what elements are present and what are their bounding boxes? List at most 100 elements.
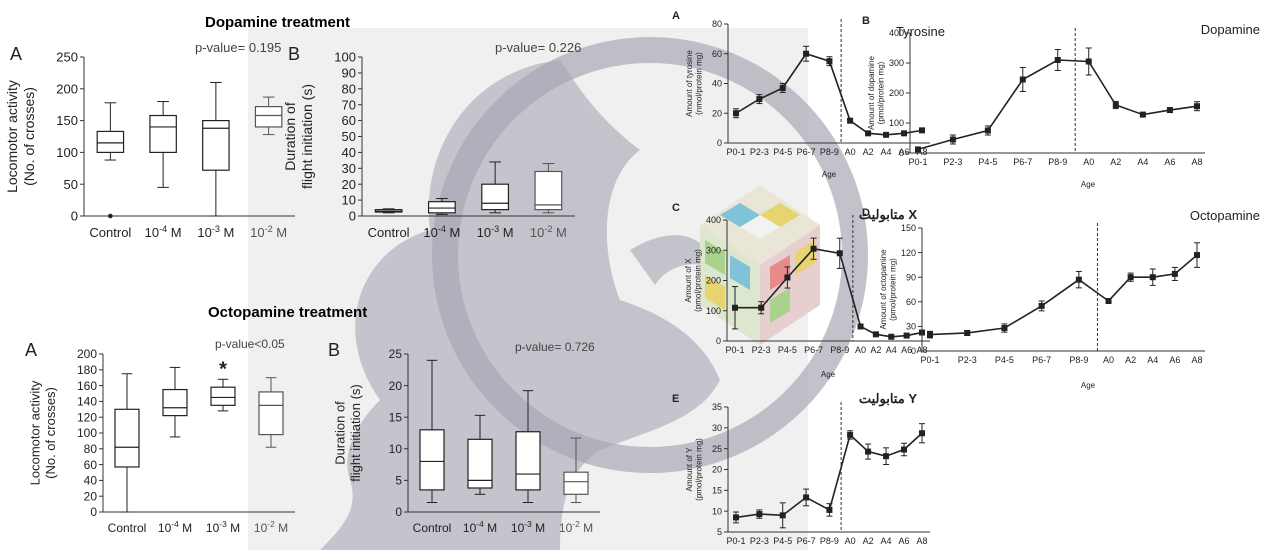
- y-tick-label: 50: [342, 129, 356, 144]
- box-body: [419, 429, 445, 491]
- category-label: 10-3 M: [206, 519, 240, 535]
- panel-letter: B: [862, 15, 870, 27]
- x-tick-label: A6: [1164, 157, 1175, 167]
- x-tick-label: A2: [1110, 157, 1121, 167]
- data-point: [1149, 274, 1156, 281]
- y-tick-label: 40: [712, 79, 722, 89]
- box-body: [114, 408, 140, 468]
- x-tick-label: A2: [1125, 355, 1136, 365]
- category-unit: M: [179, 521, 192, 535]
- y-tick-label: 0: [349, 209, 356, 224]
- y-tick-label: 100: [77, 426, 97, 440]
- y-axis-title-line: (No. of crosses): [21, 87, 37, 186]
- y-tick-label: 60: [712, 49, 722, 59]
- y-tick-label: 100: [706, 306, 721, 316]
- data-point: [1194, 252, 1200, 259]
- data-point: [865, 448, 872, 455]
- x-tick-label: P8-9: [830, 345, 849, 355]
- y-tick-label: 200: [56, 81, 78, 96]
- x-tick-label: P6-7: [797, 147, 816, 157]
- category-unit: M: [552, 225, 566, 240]
- category-base: Control: [108, 521, 147, 535]
- category-exponent: -4: [438, 224, 446, 234]
- data-point: [847, 117, 854, 124]
- y-tick-label: 0: [716, 336, 721, 346]
- x-tick-label: A6: [899, 536, 910, 546]
- y-axis-title: Amount of octopamine(pmol/protein mg): [879, 249, 898, 330]
- category-base: 10: [250, 225, 264, 240]
- category-unit: M: [499, 225, 513, 240]
- category-base: 10: [423, 225, 437, 240]
- category-label: 10-3 M: [511, 519, 545, 535]
- x-tick-label: A4: [1137, 157, 1148, 167]
- y-tick-label: 100: [889, 118, 904, 128]
- data-point: [1127, 274, 1134, 281]
- y-tick-label: 5: [717, 527, 722, 537]
- category-base: 10: [206, 521, 220, 535]
- y-tick-label: 10: [342, 193, 356, 208]
- p-value-label: p-value<0.05: [215, 337, 285, 351]
- y-tick-label: 200: [889, 88, 904, 98]
- x-tick-label: P2-3: [943, 157, 962, 167]
- box-body: [210, 386, 236, 406]
- y-axis-title-line: Amount of Y: [685, 447, 694, 492]
- y-tick-label: 30: [342, 161, 356, 176]
- data-point: [836, 250, 843, 257]
- y-tick-label: 70: [342, 97, 356, 112]
- category-base: 10: [158, 521, 172, 535]
- x-tick-label: P0-1: [726, 536, 745, 546]
- y-tick-label: 15: [389, 410, 403, 424]
- x-axis-title: Age: [822, 170, 837, 179]
- x-tick-label: A0: [845, 147, 856, 157]
- y-tick-label: 60: [906, 297, 916, 307]
- data-point: [903, 332, 910, 339]
- y-axis-title: Amount of tyrosine(nmol/protein mg): [685, 50, 704, 117]
- series-line: [735, 432, 923, 519]
- y-axis-title-line: (pmol/protein mg): [889, 258, 898, 321]
- data-point: [810, 245, 817, 252]
- x-tick-label: P0-1: [920, 355, 939, 365]
- x-tick-label: P0-1: [908, 157, 927, 167]
- x-tick-label: P2-3: [750, 147, 769, 157]
- category-base: 10: [145, 225, 159, 240]
- x-tick-label: A0: [1103, 355, 1114, 365]
- box-body: [515, 431, 541, 491]
- y-tick-label: 180: [77, 363, 97, 377]
- data-point: [1085, 58, 1092, 65]
- y-axis-title-line: Amount of octopamine: [879, 249, 888, 330]
- y-axis-title-line: (pmol/protein mg): [694, 249, 703, 312]
- category-label: Control: [368, 225, 410, 240]
- data-point: [857, 323, 864, 330]
- y-axis-title: Duration offlight initiation (s): [282, 84, 315, 189]
- y-axis-title: Locomotor activity(No. of crosses): [27, 380, 58, 485]
- y-tick-label: 50: [64, 177, 78, 192]
- y-axis-title-line: flight initiation (s): [348, 384, 363, 482]
- box-body: [481, 183, 510, 211]
- data-point: [847, 431, 854, 438]
- category-label: 10-4 M: [158, 519, 192, 535]
- x-tick-label: P8-9: [820, 147, 839, 157]
- y-axis-title: Amount of dopamine(pmol/protein mg): [867, 56, 886, 130]
- x-tick-label: A4: [881, 147, 892, 157]
- category-base: 10: [530, 225, 544, 240]
- panel-letter: A: [10, 44, 22, 64]
- data-point: [1105, 297, 1112, 304]
- x-tick-label: A0: [855, 345, 866, 355]
- data-point: [901, 130, 908, 137]
- data-point: [756, 511, 763, 518]
- x-tick-label: P4-5: [773, 536, 792, 546]
- category-exponent: -3: [524, 519, 532, 529]
- category-label: Control: [108, 521, 147, 535]
- category-base: 10: [254, 521, 268, 535]
- y-tick-label: 150: [901, 223, 916, 233]
- panel-letter: E: [672, 393, 679, 405]
- data-point: [826, 58, 833, 65]
- x-tick-label: A8: [916, 536, 927, 546]
- box-body: [254, 106, 283, 128]
- category-base: Control: [368, 225, 410, 240]
- chart-octopamine-flight: 0 5 10 15 20 25 B p-value= 0.726 Duration offlig…: [328, 340, 600, 535]
- data-point: [1054, 57, 1061, 63]
- y-axis-title-line: Duration of: [332, 401, 347, 465]
- series-line: [929, 254, 1198, 336]
- y-tick-label: 25: [712, 444, 722, 454]
